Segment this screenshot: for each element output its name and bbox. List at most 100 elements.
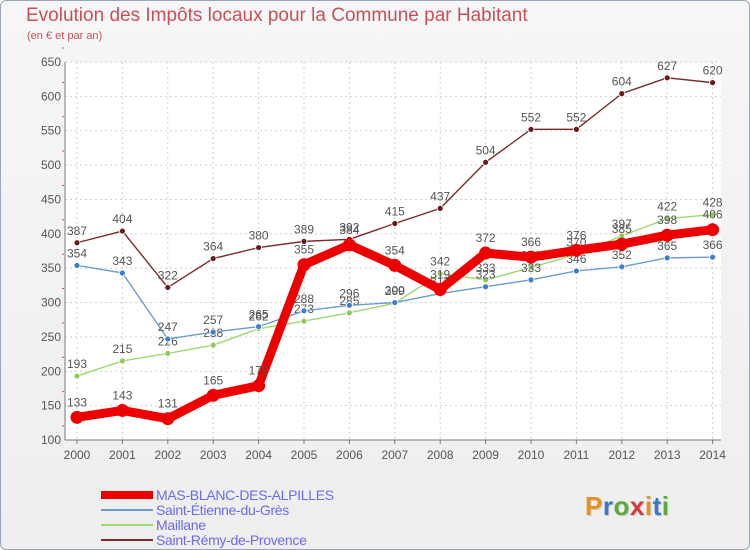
data-point-saint-remy-de-provence — [482, 158, 490, 166]
data-label-saint-etienne-du-gres: 365 — [657, 239, 677, 253]
data-label-mas-blanc-des-alpilles: 372 — [476, 231, 496, 245]
data-point-saint-remy-de-provence — [709, 79, 716, 87]
data-point-maillane — [164, 350, 172, 357]
data-point-mas-blanc-des-alpilles — [161, 412, 175, 426]
data-label-saint-etienne-du-gres: 296 — [339, 286, 359, 300]
data-point-mas-blanc-des-alpilles — [297, 258, 311, 272]
logo-letter: t — [652, 491, 662, 521]
data-label-saint-remy-de-provence: 552 — [521, 110, 541, 124]
data-label-mas-blanc-des-alpilles: 398 — [657, 213, 677, 227]
data-label-saint-remy-de-provence: 364 — [203, 240, 223, 254]
data-point-saint-remy-de-provence — [209, 255, 217, 262]
x-tick-label: 2001 — [109, 448, 136, 462]
data-label-mas-blanc-des-alpilles: 133 — [67, 395, 87, 409]
data-point-maillane — [482, 276, 490, 284]
y-tick-label: 150 — [41, 399, 61, 413]
data-point-maillane — [209, 341, 217, 349]
data-point-saint-etienne-du-gres — [255, 323, 263, 331]
data-label-mas-blanc-des-alpilles: 384 — [339, 223, 359, 237]
y-tick-label: 250 — [41, 330, 61, 344]
data-label-saint-etienne-du-gres: 354 — [67, 246, 87, 260]
data-point-saint-remy-de-provence — [164, 284, 172, 291]
y-tick-label: 600 — [41, 89, 61, 103]
data-point-maillane — [436, 270, 444, 278]
data-point-mas-blanc-des-alpilles — [252, 379, 266, 393]
x-tick-label: 2012 — [608, 448, 635, 462]
logo-letter: i — [661, 491, 670, 521]
data-label-maillane: 262 — [249, 310, 269, 324]
data-label-saint-remy-de-provence: 437 — [430, 189, 450, 203]
data-point-mas-blanc-des-alpilles — [569, 243, 583, 257]
y-tick-label: 350 — [41, 261, 61, 275]
data-label-maillane: 422 — [657, 200, 677, 214]
data-point-maillane — [300, 317, 308, 325]
data-label-maillane: 342 — [430, 255, 450, 269]
legend-label: Saint-Rémy-de-Provence — [156, 532, 307, 548]
x-tick-label: 2014 — [699, 448, 726, 462]
data-label-saint-remy-de-provence: 552 — [566, 110, 586, 124]
logo-letter: o — [613, 491, 630, 521]
data-label-saint-remy-de-provence: 322 — [158, 268, 178, 282]
data-point-saint-remy-de-provence — [119, 227, 126, 235]
data-label-saint-remy-de-provence: 387 — [67, 224, 87, 238]
legend-swatch-mas-blanc — [101, 491, 153, 499]
data-label-mas-blanc-des-alpilles: 319 — [430, 267, 450, 281]
data-point-saint-remy-de-provence — [618, 90, 626, 98]
legend-label: MAS-BLANC-DES-ALPILLES — [156, 487, 334, 503]
proxiti-logo: Proxiti — [585, 491, 669, 522]
data-point-saint-remy-de-provence — [573, 125, 580, 133]
data-label-saint-remy-de-provence: 415 — [385, 205, 405, 219]
data-label-mas-blanc-des-alpilles: 143 — [112, 388, 132, 402]
x-tick-label: 2005 — [291, 448, 318, 462]
data-point-mas-blanc-des-alpilles — [706, 223, 720, 237]
x-tick-label: 2004 — [245, 448, 272, 462]
legend-swatch-maillane — [101, 524, 153, 526]
data-point-mas-blanc-des-alpilles — [433, 282, 447, 296]
x-tick-label: 2002 — [154, 448, 181, 462]
x-tick-label: 2011 — [563, 448, 589, 462]
data-label-saint-etienne-du-gres: 265 — [249, 308, 269, 322]
data-point-maillane — [345, 309, 353, 317]
y-tick-label: 300 — [41, 296, 61, 310]
data-label-maillane: 215 — [112, 342, 132, 356]
data-point-mas-blanc-des-alpilles — [615, 237, 629, 251]
x-tick-label: 2003 — [200, 448, 227, 462]
logo-letter: P — [585, 491, 603, 521]
legend-item-saint-etienne: Saint-Étienne-du-Grès — [101, 502, 361, 518]
y-tick-label: 550 — [41, 124, 61, 138]
data-point-maillane — [119, 357, 126, 365]
data-point-saint-remy-de-provence — [663, 74, 671, 82]
data-label-mas-blanc-des-alpilles: 165 — [203, 373, 223, 387]
data-point-maillane — [73, 372, 81, 380]
x-tick-label: 2013 — [654, 448, 681, 462]
data-point-mas-blanc-des-alpilles — [115, 403, 129, 417]
data-label-maillane: 299 — [385, 284, 405, 298]
data-point-saint-remy-de-provence — [527, 125, 535, 133]
data-label-saint-etienne-du-gres: 352 — [612, 248, 632, 262]
data-label-saint-remy-de-provence: 389 — [294, 222, 314, 236]
data-point-saint-etienne-du-gres — [618, 263, 626, 271]
data-label-maillane: 333 — [476, 261, 496, 275]
data-point-saint-remy-de-provence — [300, 237, 308, 245]
data-label-saint-etienne-du-gres: 300 — [385, 284, 405, 298]
data-point-saint-remy-de-provence — [436, 204, 444, 212]
data-label-saint-remy-de-provence: 380 — [249, 229, 269, 243]
data-point-maillane — [709, 211, 716, 218]
data-point-mas-blanc-des-alpilles — [342, 238, 356, 252]
data-point-saint-etienne-du-gres — [119, 269, 126, 277]
data-label-mas-blanc-des-alpilles: 179 — [249, 364, 269, 378]
data-label-mas-blanc-des-alpilles: 131 — [158, 397, 178, 411]
x-tick-label: 2008 — [427, 448, 454, 462]
y-tick-label: 650 — [41, 55, 61, 69]
data-label-saint-etienne-du-gres: 247 — [158, 320, 178, 334]
x-tick-label: 2009 — [472, 448, 499, 462]
legend-swatch-saint-remy — [101, 539, 153, 541]
chart-title: Evolution des Impôts locaux pour la Comm… — [26, 5, 528, 26]
x-tick-label: 2006 — [336, 448, 363, 462]
data-point-mas-blanc-des-alpilles — [70, 410, 84, 424]
y-tick-label: 200 — [41, 364, 61, 378]
data-point-saint-etienne-du-gres — [164, 335, 172, 343]
data-label-saint-etienne-du-gres: 343 — [112, 254, 132, 268]
data-label-saint-etienne-du-gres: 366 — [703, 238, 723, 252]
